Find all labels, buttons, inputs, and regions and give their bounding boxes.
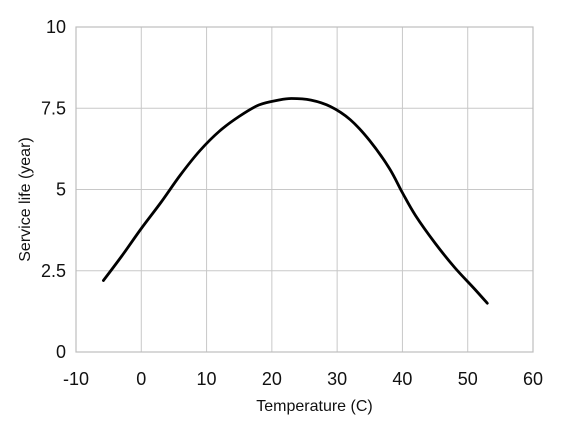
tick-label-layer: -10 0 10 20 30 40 50 60 0 2.5 5 7.5 10 — [41, 17, 543, 389]
y-tick-label: 7.5 — [41, 98, 66, 118]
x-axis-label: Temperature (C) — [256, 398, 372, 415]
series-line — [102, 97, 489, 305]
y-tick-label: 2.5 — [41, 261, 66, 281]
y-tick-label: 10 — [46, 17, 66, 37]
series-layer — [102, 97, 489, 305]
x-tick-label: 30 — [327, 369, 347, 389]
x-tick-label: -10 — [63, 369, 89, 389]
x-tick-label: 10 — [197, 369, 217, 389]
y-axis-label: Service life (year) — [17, 137, 34, 261]
grid-layer — [75, 26, 534, 353]
x-tick-label: 60 — [523, 369, 543, 389]
x-tick-label: 20 — [262, 369, 282, 389]
plot-frame — [75, 26, 534, 353]
x-tick-label: 0 — [136, 369, 146, 389]
y-tick-label: 0 — [56, 342, 66, 362]
x-tick-label: 40 — [392, 369, 412, 389]
y-tick-label: 5 — [56, 180, 66, 200]
x-tick-label: 50 — [458, 369, 478, 389]
